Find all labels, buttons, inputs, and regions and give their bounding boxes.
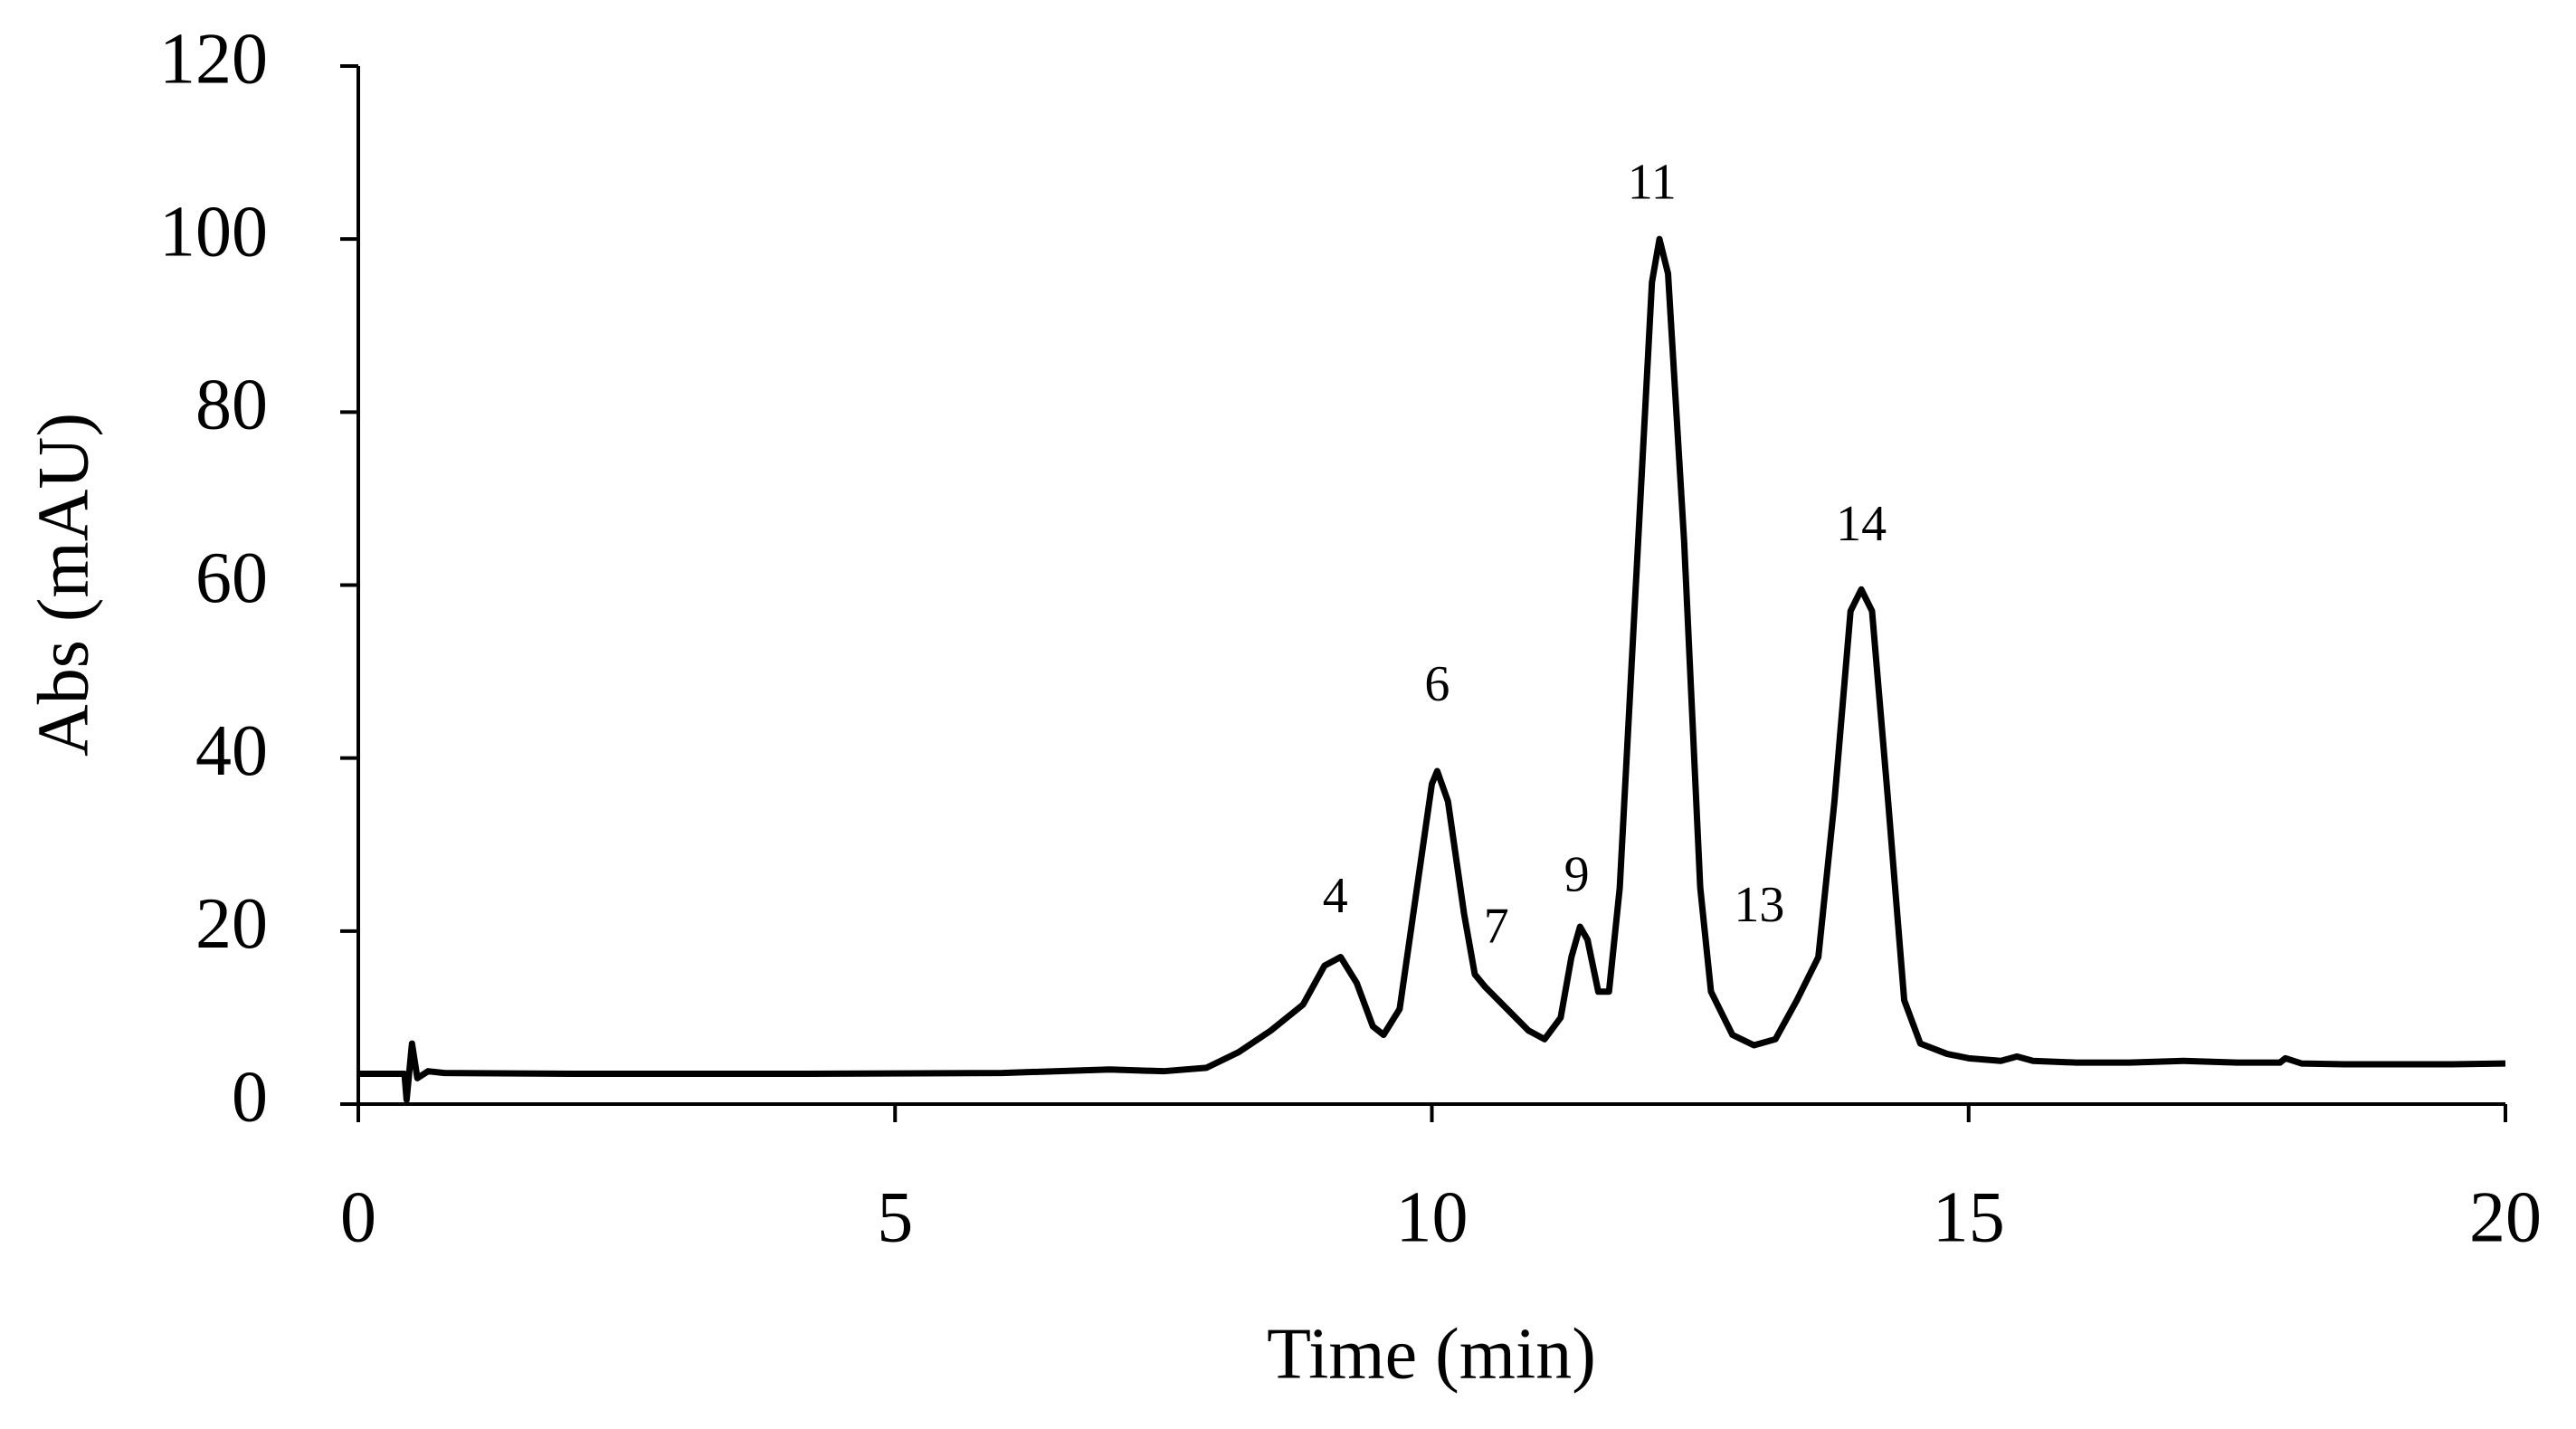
x-tick-label: 20 (2469, 1177, 2542, 1257)
x-tick-label: 15 (1933, 1177, 2005, 1257)
y-tick-label: 120 (159, 19, 268, 99)
trace (358, 235, 2506, 1103)
y-tick-label: 100 (159, 193, 268, 272)
y-axis-title: Abs (mAU) (24, 413, 103, 757)
peak-label: 4 (1323, 868, 1348, 924)
x-tick-label: 5 (877, 1177, 913, 1257)
y-tick-label: 40 (195, 711, 268, 791)
y-tick-label: 0 (232, 1057, 268, 1137)
peak-label: 6 (1424, 656, 1450, 712)
peak-label: 13 (1734, 877, 1784, 933)
peak-label: 9 (1564, 846, 1590, 902)
x-tick-label: 0 (340, 1177, 376, 1257)
peak-label: 7 (1484, 899, 1509, 955)
y-tick-label: 80 (195, 366, 268, 445)
x-axis-title: Time (min) (1267, 1314, 1596, 1394)
y-tick-label: 20 (195, 884, 268, 964)
peak-label: 14 (1836, 496, 1887, 552)
x-tick-label: 10 (1396, 1177, 1469, 1257)
y-tick-label: 60 (195, 538, 268, 618)
peak-label: 11 (1628, 155, 1677, 211)
